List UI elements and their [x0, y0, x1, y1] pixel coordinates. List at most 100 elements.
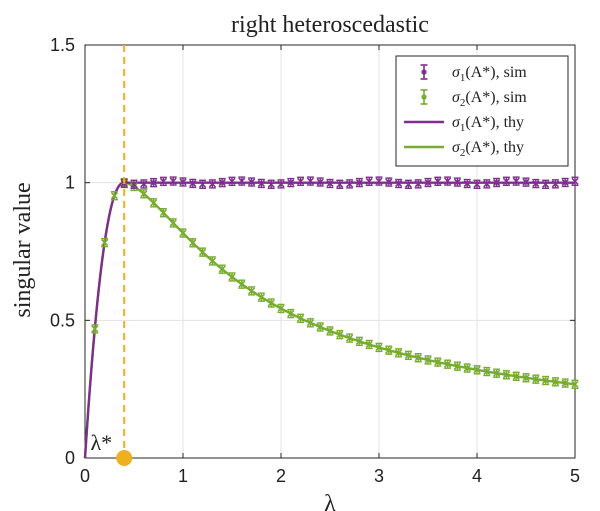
- marker: [218, 265, 226, 273]
- x-tick-label: 4: [472, 466, 482, 486]
- marker: [365, 177, 373, 185]
- sigma1-sim-point: [336, 179, 344, 189]
- marker: [326, 327, 334, 335]
- sigma2-sim-point: [522, 373, 530, 383]
- sigma1-sim-point: [551, 179, 559, 189]
- sigma1-sim-point: [444, 176, 452, 186]
- sigma1-sim-point: [365, 176, 373, 187]
- sigma2-sim-point: [91, 324, 99, 334]
- marker: [532, 375, 540, 383]
- sigma2-sim-point: [483, 366, 491, 377]
- marker: [159, 177, 167, 185]
- sigma2-sim-point: [199, 247, 207, 257]
- marker: [179, 229, 187, 237]
- sigma1-sim-point: [316, 177, 324, 187]
- threshold-marker: [116, 450, 133, 466]
- marker: [208, 257, 216, 265]
- marker: [414, 180, 422, 188]
- marker: [248, 178, 256, 186]
- y-tick-label: 0: [65, 448, 75, 468]
- marker: [444, 360, 452, 368]
- marker: [365, 340, 373, 349]
- sigma2-sim-point: [551, 377, 559, 387]
- marker: [110, 192, 118, 200]
- threshold-label: λ*: [91, 430, 113, 455]
- marker: [551, 180, 559, 188]
- marker: [316, 323, 324, 331]
- sigma2-sim-point: [257, 292, 265, 302]
- sigma1-sim-point: [522, 177, 530, 187]
- marker: [287, 179, 295, 187]
- marker: [150, 179, 158, 187]
- legend-entry-s1thy: σ1(A*), thy: [404, 114, 524, 134]
- marker: [551, 378, 559, 386]
- sigma2-sim-point: [218, 264, 226, 274]
- sigma2-sim-point: [316, 322, 324, 332]
- marker: [424, 356, 432, 364]
- sigma2-sim-point: [414, 353, 422, 363]
- marker: [267, 180, 275, 188]
- marker: [502, 177, 510, 185]
- sigma2-sim-point: [444, 359, 452, 369]
- sigma1-sim-point: [512, 176, 520, 186]
- marker: [473, 180, 481, 188]
- marker: [199, 180, 207, 188]
- marker: [493, 369, 501, 377]
- sigma1-sim-point: [385, 177, 393, 187]
- x-tick-label: 0: [80, 466, 90, 486]
- sigma2-sim-point: [434, 357, 442, 367]
- x-tick-label: 1: [178, 466, 188, 486]
- sigma1-sim-point: [297, 176, 305, 187]
- legend-label: σ2(A*), thy: [452, 139, 524, 159]
- marker: [395, 179, 403, 188]
- sigma1-sim-point: [395, 178, 403, 189]
- sigma1-sim-point: [434, 176, 442, 186]
- sigma1-sim-point: [463, 178, 471, 189]
- sigma1-sim-point: [453, 177, 461, 187]
- marker: [130, 180, 138, 188]
- marker: [434, 177, 442, 185]
- marker: [336, 331, 344, 339]
- sigma2-sim-point: [208, 256, 216, 266]
- marker: [463, 179, 471, 188]
- marker: [297, 177, 305, 185]
- marker: [404, 180, 412, 188]
- sigma2-sim-point: [424, 355, 432, 365]
- sigma1-sim-point: [355, 177, 363, 188]
- marker: [512, 372, 520, 380]
- sigma1-sim-point: [130, 179, 138, 189]
- marker: [257, 179, 265, 188]
- legend-entry-s2sim: σ2(A*), sim: [420, 89, 527, 109]
- marker: [404, 351, 412, 359]
- marker: [218, 179, 226, 187]
- sigma2-sim-point: [140, 189, 148, 199]
- sigma2-sim-point: [110, 191, 118, 201]
- marker: [238, 177, 246, 185]
- sigma1-sim-point: [571, 176, 579, 186]
- sigma1-sim-point: [287, 177, 295, 188]
- marker: [395, 349, 403, 357]
- sigma2-sim-point: [561, 378, 569, 388]
- sigma1-sim-point: [208, 179, 216, 189]
- marker: [375, 343, 383, 351]
- marker: [346, 334, 354, 342]
- marker: [140, 180, 148, 188]
- marker: [297, 314, 305, 322]
- sigma2-sim-point: [267, 298, 275, 308]
- sigma1-sim-point: [257, 178, 265, 189]
- marker: [542, 376, 550, 385]
- sigma1-sim-point: [346, 179, 354, 189]
- marker: [473, 366, 481, 374]
- x-tick-label: 3: [374, 466, 384, 486]
- sigma2-sim-point: [228, 272, 236, 282]
- sigma1-sim-point: [502, 176, 510, 186]
- legend-entry-s1sim: σ1(A*), sim: [420, 64, 527, 84]
- legend-label: σ1(A*), thy: [452, 114, 524, 134]
- marker: [238, 280, 246, 288]
- marker: [414, 354, 422, 362]
- marker: [91, 325, 99, 333]
- y-axis-label: singular value: [10, 182, 36, 317]
- sigma2-sim-point: [159, 208, 167, 218]
- marker: [532, 179, 540, 188]
